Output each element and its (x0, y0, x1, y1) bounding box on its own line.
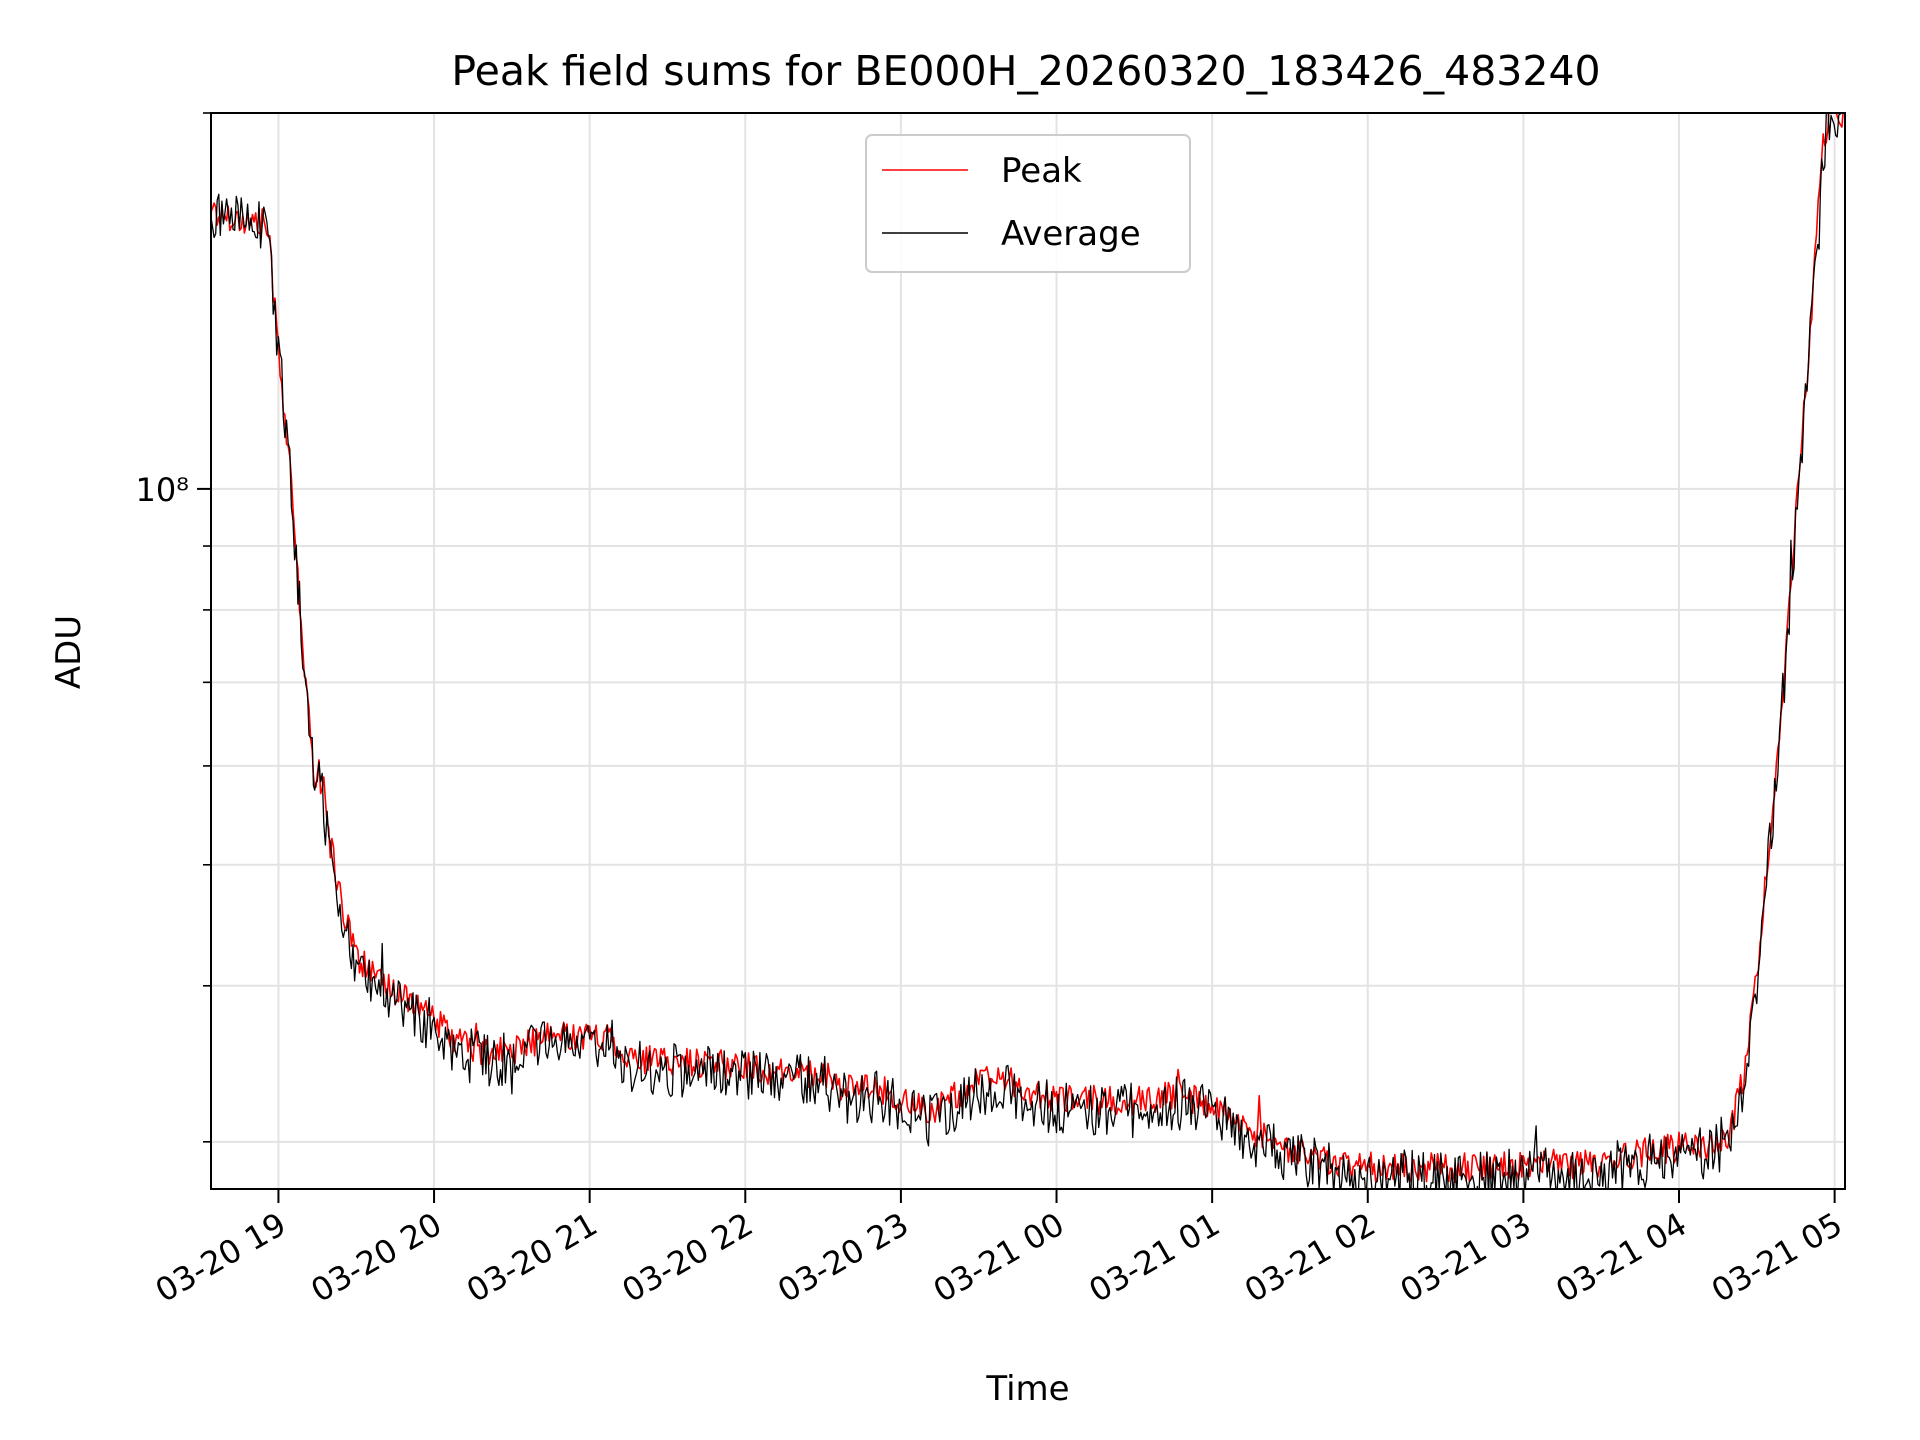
legend: Peak Average (865, 134, 1191, 273)
legend-label-peak: Peak (1001, 151, 1082, 191)
legend-label-average: Average (1001, 214, 1141, 254)
legend-box (865, 134, 1191, 273)
series-layer (211, 113, 1845, 1189)
chart-title: Peak field sums for BE000H_20260320_1834… (451, 47, 1600, 95)
y-axis-label: ADU (49, 615, 89, 689)
x-axis-label: Time (985, 1369, 1069, 1409)
y-tick-label: 10⁸ (135, 471, 189, 509)
series-line-peak (211, 113, 1845, 1184)
plot-frame (210, 112, 1846, 1190)
series-line-average (211, 113, 1845, 1189)
